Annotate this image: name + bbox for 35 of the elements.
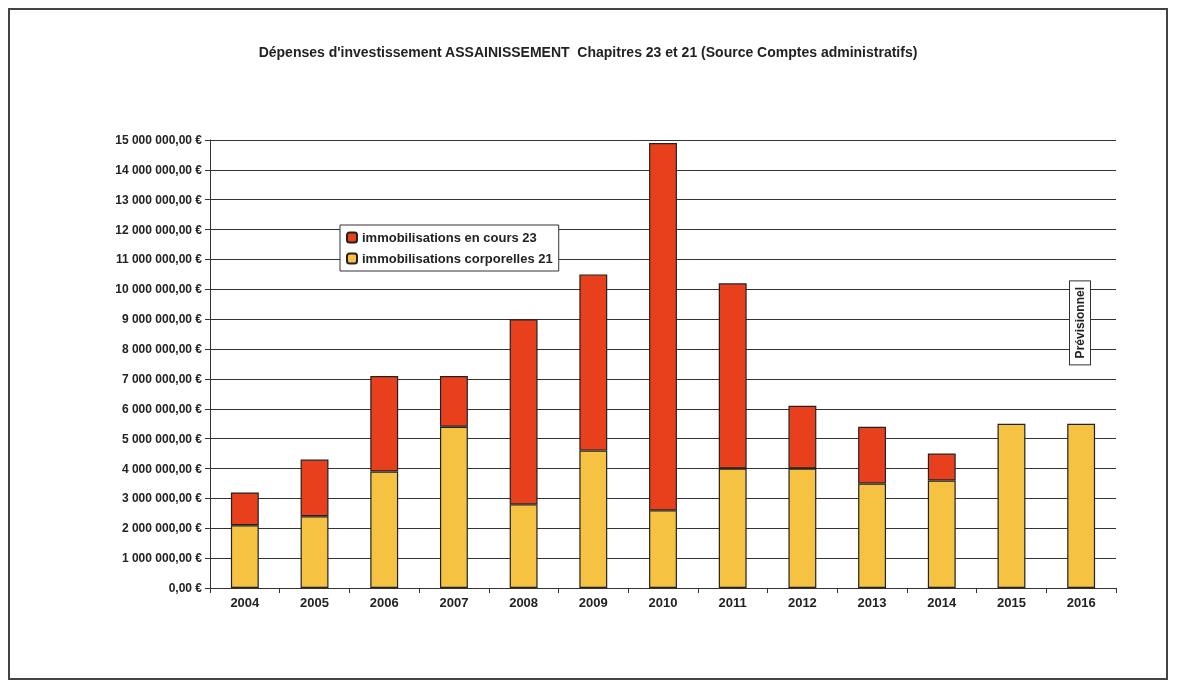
y-tick-label: 12 000 000,00 € [115,222,203,237]
annotation: Prévisionnel [1069,280,1092,366]
x-tick-label: 2014 [927,595,957,610]
legend-label: immobilisations corporelles 21 [362,251,553,266]
x-tick-label: 2007 [439,595,469,610]
y-tick-label: 9 000 000,00 € [121,312,203,327]
y-tick-label: 11 000 000,00 € [115,252,203,267]
x-tick-label: 2008 [509,595,539,610]
y-tick-label: 13 000 000,00 € [115,192,203,207]
x-tick-label: 2015 [997,595,1026,610]
x-tick-label: 2009 [578,595,608,610]
y-tick-label: 3 000 000,00 € [121,491,203,506]
y-tick-label: 8 000 000,00 € [121,342,203,357]
x-tick-label: 2006 [369,595,399,610]
x-tick-label: 2004 [230,595,261,610]
y-tick-label: 4 000 000,00 € [121,461,203,476]
x-tick-label: 2012 [787,595,817,610]
y-tick-label: 0,00 € [168,581,203,595]
y-tick-label: 15 000 000,00 € [115,133,203,147]
x-tick-label: 2011 [718,595,747,610]
y-tick-label: 6 000 000,00 € [121,401,203,416]
y-tick-label: 10 000 000,00 € [115,282,203,297]
y-tick-label: 7 000 000,00 € [121,371,203,386]
bar [1067,423,1096,588]
x-tick-label: 2016 [1066,595,1096,610]
y-tick-label: 14 000 000,00 € [115,162,203,177]
bar [997,423,1026,588]
x-tick-label: 2013 [857,595,887,610]
y-tick-label: 5 000 000,00 € [121,431,203,446]
x-tick-label: 2010 [648,595,678,610]
chart-title: Dépenses d'investissement ASSAINISSEMENT Chapitres 23 et 21 (Source Comptes administratifs) [258,44,918,60]
x-tick-label: 2005 [300,595,329,610]
legend-label: immobilisations en cours 23 [362,230,537,245]
y-tick-label: 2 000 000,00 € [121,521,203,536]
y-tick-label: 1 000 000,00 € [121,551,203,566]
